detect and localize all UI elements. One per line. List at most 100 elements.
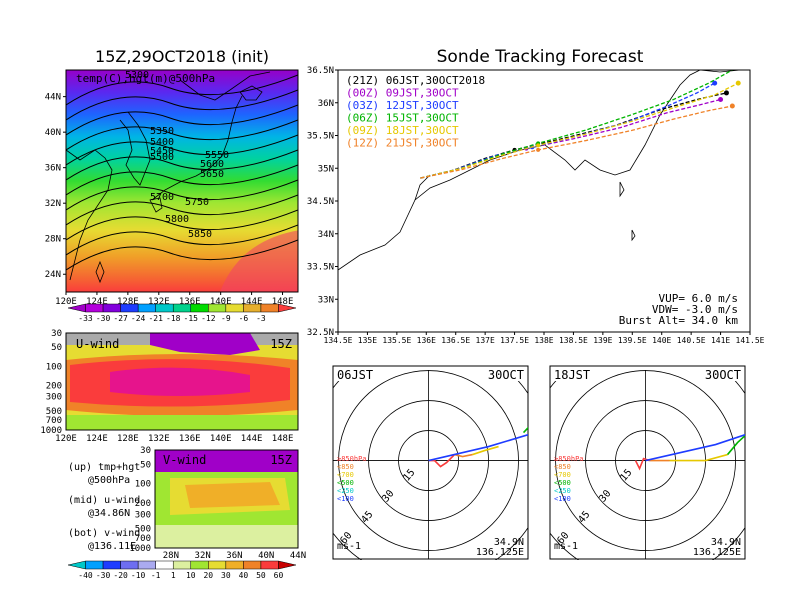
contour-label: 5350 xyxy=(150,126,174,137)
u-wind-time: 15Z xyxy=(270,337,292,351)
hodograph-trace xyxy=(726,434,745,456)
hodograph-trace xyxy=(454,453,473,458)
track-marker xyxy=(536,147,541,152)
map-ytick-label: 44N xyxy=(45,93,61,103)
colorbar2-label: -40 xyxy=(78,571,93,580)
hodograph-lon: 136.125E xyxy=(476,547,524,558)
track-xtick-label: 136.5E xyxy=(441,336,470,345)
v-ytick-label: 500 xyxy=(135,525,151,535)
track-xtick-label: 137.5E xyxy=(500,336,529,345)
colorbar2-label: 40 xyxy=(239,571,249,580)
hodograph-lon: 136.125E xyxy=(693,547,741,558)
v-xtick-label: 44N xyxy=(290,551,306,561)
map-xtick-label: 148E xyxy=(272,297,294,307)
track-annotation: Burst Alt= 34.0 km xyxy=(619,314,739,327)
track-ytick-label: 34N xyxy=(318,230,334,240)
hodograph-trace xyxy=(669,453,728,462)
coastline-kyushu xyxy=(149,197,163,213)
u-ytick-label: 300 xyxy=(46,393,62,403)
u-wind-low xyxy=(66,415,298,430)
map-xtick-label: 144E xyxy=(241,297,263,307)
track-ytick-label: 35.5N xyxy=(307,132,334,142)
colorbar-label: -12 xyxy=(201,314,216,323)
hodograph-trace xyxy=(428,433,528,462)
map-ytick-label: 32N xyxy=(45,199,61,209)
u-xtick-label: 128E xyxy=(117,434,139,444)
v-wind-panel: V-wind 15Z 28N 32N 36N 40N 44N 30 50 100 200300… xyxy=(67,446,306,580)
hodograph-legend-entry: <250 xyxy=(337,487,354,495)
contour-line xyxy=(66,149,298,181)
hodograph-frame xyxy=(332,365,529,560)
coastline-china xyxy=(66,149,113,281)
track-ytick-label: 34.5N xyxy=(307,197,334,207)
v-wind-time: 15Z xyxy=(270,453,292,467)
u-xtick-label: 144E xyxy=(241,434,263,444)
hodograph-date-bg xyxy=(695,367,744,381)
map-xtick-label: 132E xyxy=(148,297,170,307)
v-ytick-label: 1000 xyxy=(129,544,151,554)
track-line xyxy=(420,82,739,179)
coastline-korea xyxy=(119,111,151,186)
track-xtick-label: 138E xyxy=(534,336,553,345)
hodograph-date-bg xyxy=(478,367,527,381)
colorbar-swatch xyxy=(260,303,279,313)
v-wind-label: V-wind xyxy=(163,453,206,467)
track-legend-entry: (12Z) 21JST,30OCT xyxy=(346,137,459,150)
contour-line xyxy=(66,224,298,256)
wind-colorbar: -40 -30 -20 -10 -1 1 10 20 30 40 50 60 xyxy=(67,560,297,580)
colorbar-swatch xyxy=(85,303,104,313)
hodograph-unit: ms-1 xyxy=(554,541,578,552)
track-endpoint xyxy=(735,80,741,86)
map-xtick-label: 124E xyxy=(86,297,108,307)
colorbar2-label: 60 xyxy=(274,571,284,580)
colorbar-swatch xyxy=(120,303,139,313)
map-xtick-label: 128E xyxy=(117,297,139,307)
coastline-izu-island xyxy=(619,181,625,198)
map-xtick-label: 140E xyxy=(210,297,232,307)
colorbar2-label: -30 xyxy=(96,571,111,580)
map-ytick-label: 40N xyxy=(45,128,61,138)
track-endpoint xyxy=(736,64,741,69)
track-ytick-label: 35N xyxy=(318,164,334,174)
coastline-hokkaido xyxy=(239,85,263,101)
colorbar-label: -18 xyxy=(166,314,181,323)
colorbar-swatch xyxy=(278,303,297,313)
track-xtick-label: 138.5E xyxy=(559,336,588,345)
v-ytick-label: 300 xyxy=(135,510,151,520)
v-ytick-label: 100 xyxy=(135,480,151,490)
map-xtick-label: 120E xyxy=(55,297,77,307)
colorbar-label: -27 xyxy=(113,314,128,323)
hodograph-lat: 34.9N xyxy=(711,537,741,548)
u-ytick-label: 200 xyxy=(46,381,62,391)
track-legend-entry: (00Z) 09JST,30OCT xyxy=(346,87,459,100)
v-wind-low xyxy=(155,525,298,548)
contour-label: 5600 xyxy=(200,159,224,170)
colorbar2-label: -20 xyxy=(113,571,128,580)
v-ytick-label: 200 xyxy=(135,499,151,509)
track-xtick-label: 141E xyxy=(711,336,730,345)
track-xtick-label: 136E xyxy=(417,336,436,345)
colorbar2-label: 50 xyxy=(256,571,266,580)
colorbar-swatch xyxy=(208,303,227,313)
track-legend-entry: (21Z) 06JST,30OCT2018 xyxy=(346,74,485,87)
coastline-honshu xyxy=(338,70,701,271)
contour-label: 5750 xyxy=(185,197,209,208)
map-field-label: temp(C),hgt(m)@500hPa xyxy=(76,72,215,85)
track-xtick-label: 140.5E xyxy=(677,336,706,345)
colorbar-label: -9 xyxy=(221,314,231,323)
colorbar-label: -33 xyxy=(78,314,93,323)
colorbar-label: -30 xyxy=(96,314,111,323)
colorbar2-swatch xyxy=(102,560,121,570)
colorbar-swatch xyxy=(190,303,209,313)
hodograph-date: 30OCT xyxy=(705,368,741,382)
track-line xyxy=(420,105,733,179)
contour-label: 5450 xyxy=(150,146,174,157)
v-ytick-label: 700 xyxy=(135,534,151,544)
colorbar2-label: 1 xyxy=(171,571,176,580)
contour-label: 5500 xyxy=(150,152,174,163)
u-wind-frame xyxy=(65,332,299,431)
side-note-line1: (up) tmp+hgt xyxy=(68,462,140,473)
track-panel: 134.5E 135E 135.5E 136E 136.5E 137E 137.5E 138E… xyxy=(307,64,765,345)
